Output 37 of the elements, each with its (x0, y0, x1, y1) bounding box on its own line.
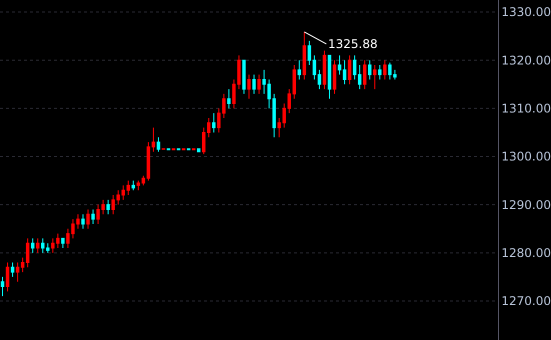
candlestick (302, 31, 306, 80)
candlestick (106, 199, 110, 215)
candlestick (247, 74, 251, 100)
candlestick (368, 60, 372, 80)
candlestick (30, 238, 34, 254)
candlestick (257, 74, 261, 94)
candlestick (242, 60, 246, 94)
candlestick (332, 60, 336, 94)
candlestick (383, 60, 387, 80)
candlestick (81, 214, 85, 230)
candlestick (6, 262, 10, 292)
candlestick (298, 60, 302, 80)
candlestick (132, 180, 136, 191)
candlestick (61, 238, 65, 249)
annotation: 1325.88 (328, 37, 378, 51)
y-tick-label: 1280.00 (501, 246, 551, 260)
candlestick (227, 88, 231, 109)
y-tick-label: 1330.00 (501, 5, 551, 20)
candlestick (0, 276, 4, 297)
candlestick (86, 208, 90, 230)
candlestick (156, 136, 160, 152)
candlestick (212, 112, 216, 133)
y-tick-label: 1320.00 (501, 53, 551, 68)
candlestick (322, 50, 326, 90)
candlestick (373, 64, 376, 90)
candlestick (36, 238, 40, 254)
candlestick (348, 54, 352, 85)
y-tick-label: 1270.00 (501, 294, 551, 308)
candlestick (91, 208, 95, 224)
candlestick (328, 54, 332, 100)
candlestick (378, 64, 382, 80)
y-tick-label: 1300.00 (501, 150, 551, 164)
candlestick (362, 60, 366, 90)
candlestick (252, 74, 256, 94)
y-tick-label: 1310.00 (501, 102, 551, 116)
candlestick (10, 262, 14, 278)
y-tick-label: 1290.00 (501, 198, 551, 212)
